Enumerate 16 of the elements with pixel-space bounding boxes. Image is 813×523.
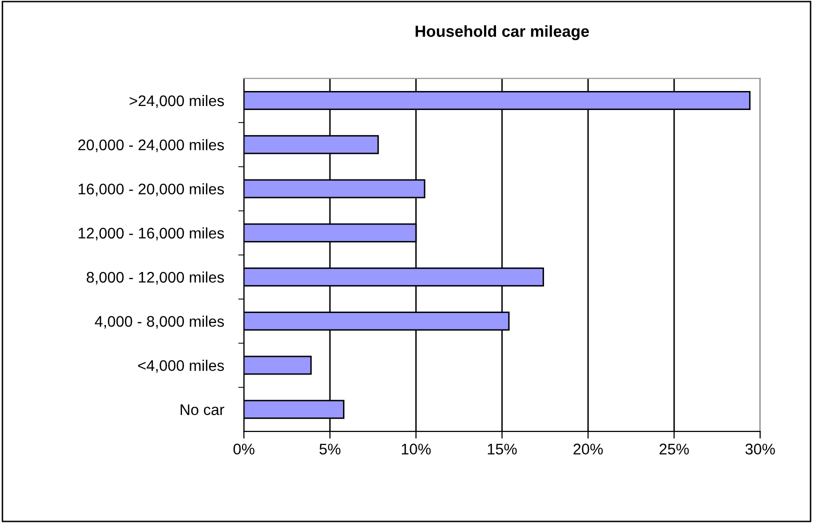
y-tick-label: <4,000 miles — [138, 360, 224, 373]
x-tick-label: 25% — [660, 444, 689, 455]
y-tick-label: No car — [180, 404, 224, 416]
x-tick-label: 0% — [233, 444, 254, 455]
y-tick-label: >24,000 miles — [130, 94, 224, 108]
y-tick-label: 16,000 - 20,000 miles — [78, 183, 224, 196]
x-tick-label: 5% — [320, 444, 340, 455]
chart-title: Household car mileage — [416, 25, 589, 40]
y-tick-label: 12,000 - 16,000 miles — [78, 227, 224, 240]
y-tick-label: 20,000 - 24,000 miles — [78, 139, 224, 152]
y-tick-label: 8,000 - 12,000 miles — [86, 271, 224, 285]
x-tick-label: 15% — [488, 444, 517, 455]
x-tick-label: 20% — [574, 444, 603, 455]
x-tick-label: 10% — [402, 444, 431, 455]
x-tick-label: 30% — [745, 444, 775, 455]
y-tick-label: 4,000 - 8,000 miles — [94, 316, 224, 329]
